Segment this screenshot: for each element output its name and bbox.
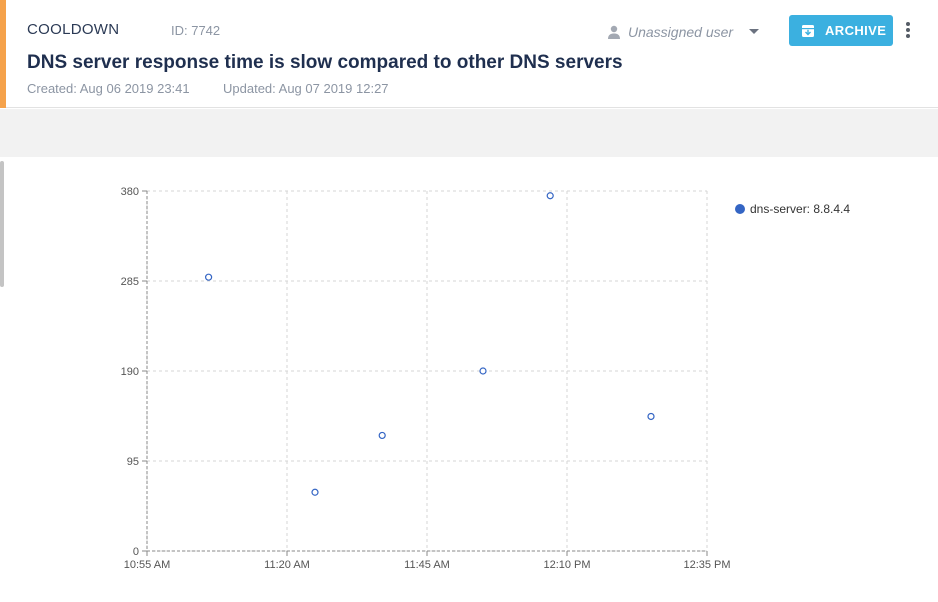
status-accent-bar	[0, 0, 6, 108]
y-tick-label: 285	[121, 276, 139, 288]
x-tick-label: 10:55 AM	[124, 559, 170, 571]
assignee-label: Unassigned user	[628, 24, 734, 40]
y-tick-label: 0	[133, 546, 139, 558]
data-point	[205, 273, 213, 281]
x-tick-label: 11:45 AM	[404, 559, 450, 571]
created-timestamp: Created: Aug 06 2019 23:41	[27, 81, 190, 96]
legend-marker	[735, 204, 745, 214]
panel-scrollbar[interactable]	[0, 161, 4, 287]
legend-label: dns-server: 8.8.4.4	[750, 202, 851, 216]
x-tick-label: 12:10 PM	[543, 559, 590, 571]
chart-panel	[0, 157, 938, 602]
assignee-dropdown[interactable]: Unassigned user	[606, 20, 762, 44]
y-tick-label: 95	[127, 456, 139, 468]
archive-button-label: ARCHIVE	[825, 23, 887, 38]
y-tick-label: 190	[121, 366, 139, 378]
toolbar-band	[0, 109, 938, 157]
alert-status: COOLDOWN	[27, 21, 120, 38]
alert-title: DNS server response time is slow compare…	[27, 52, 623, 73]
alert-id: ID: 7742	[171, 23, 221, 38]
y-tick-label: 380	[121, 186, 139, 198]
data-point	[647, 412, 655, 421]
chevron-down-icon[interactable]	[748, 28, 760, 36]
user-icon	[608, 25, 620, 39]
archive-box-icon	[802, 24, 814, 37]
archive-button[interactable]: ARCHIVE	[789, 15, 893, 46]
data-point	[546, 192, 554, 200]
updated-timestamp: Updated: Aug 07 2019 12:27	[223, 81, 389, 96]
x-tick-label: 11:20 AM	[264, 559, 310, 571]
data-point	[311, 488, 319, 496]
kebab-menu-icon[interactable]	[899, 18, 917, 42]
data-point	[378, 431, 386, 440]
alert-header: COOLDOWN ID: 7742 DNS server response ti…	[0, 0, 938, 108]
x-tick-label: 12:35 PM	[683, 559, 730, 571]
data-point	[479, 367, 487, 375]
chart-legend[interactable]: dns-server: 8.8.4.4	[735, 202, 850, 216]
